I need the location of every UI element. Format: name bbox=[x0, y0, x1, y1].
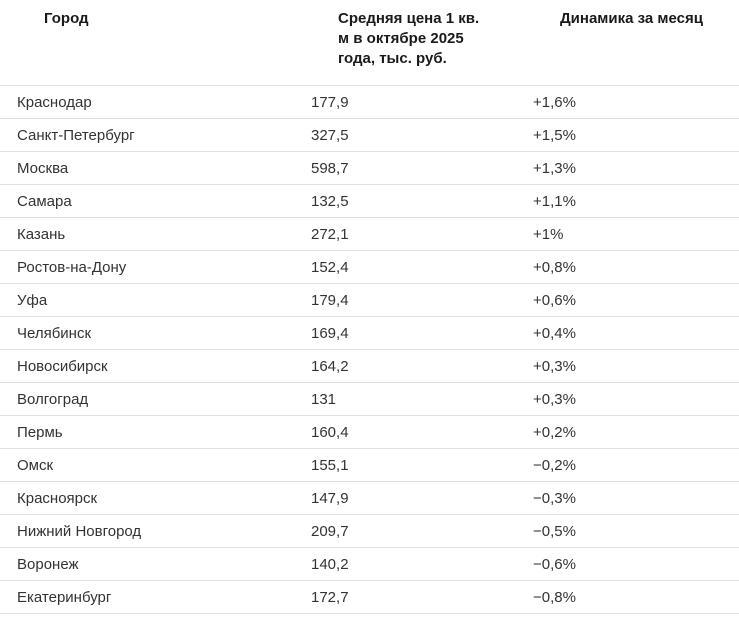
city-cell: Санкт-Петербург bbox=[17, 126, 135, 144]
change-cell: +1,6% bbox=[533, 93, 576, 111]
city-cell: Екатеринбург bbox=[17, 588, 112, 606]
table-row: Ростов-на-Дону 152,4 +0,8% bbox=[0, 251, 739, 284]
change-cell: −0,3% bbox=[533, 489, 576, 507]
price-cell: 169,4 bbox=[311, 324, 349, 342]
city-cell: Воронеж bbox=[17, 555, 79, 573]
price-cell: 209,7 bbox=[311, 522, 349, 540]
table-row: Екатеринбург 172,7 −0,8% bbox=[0, 581, 739, 614]
column-header-change: Динамика за месяц bbox=[560, 10, 703, 27]
table-row: Омск 155,1 −0,2% bbox=[0, 449, 739, 482]
table-row: Волгоград 131 +0,3% bbox=[0, 383, 739, 416]
city-cell: Краснодар bbox=[17, 93, 92, 111]
change-cell: +0,6% bbox=[533, 291, 576, 309]
change-cell: +1,1% bbox=[533, 192, 576, 210]
table-row: Москва 598,7 +1,3% bbox=[0, 152, 739, 185]
city-cell: Пермь bbox=[17, 423, 63, 441]
city-cell: Ростов-на-Дону bbox=[17, 258, 127, 276]
table-header-row: Город Средняя цена 1 кв. м в октябре 202… bbox=[0, 0, 739, 86]
price-cell: 160,4 bbox=[311, 423, 349, 441]
price-cell: 272,1 bbox=[311, 225, 349, 243]
price-cell: 131 bbox=[311, 390, 337, 408]
price-cell: 177,9 bbox=[311, 93, 349, 111]
price-cell: 164,2 bbox=[311, 357, 349, 375]
price-cell: 172,7 bbox=[311, 588, 349, 606]
table-row: Самара 132,5 +1,1% bbox=[0, 185, 739, 218]
change-cell: −0,6% bbox=[533, 555, 576, 573]
table-row: Красноярск 147,9 −0,3% bbox=[0, 482, 739, 515]
city-cell: Москва bbox=[17, 159, 69, 177]
column-header-city: Город bbox=[44, 10, 89, 27]
city-cell: Челябинск bbox=[17, 324, 92, 342]
change-cell: +0,3% bbox=[533, 357, 576, 375]
city-cell: Омск bbox=[17, 456, 54, 474]
price-cell: 140,2 bbox=[311, 555, 349, 573]
city-cell: Самара bbox=[17, 192, 72, 210]
change-cell: −0,5% bbox=[533, 522, 576, 540]
price-cell: 147,9 bbox=[311, 489, 349, 507]
table-row: Краснодар 177,9 +1,6% bbox=[0, 86, 739, 119]
city-cell: Новосибирск bbox=[17, 357, 108, 375]
table-body: Краснодар 177,9 +1,6% Санкт-Петербург 32… bbox=[0, 86, 739, 614]
change-cell: +1,3% bbox=[533, 159, 576, 177]
table-row: Санкт-Петербург 327,5 +1,5% bbox=[0, 119, 739, 152]
column-header-price: Средняя цена 1 кв. м в октябре 2025 года… bbox=[338, 10, 480, 67]
table-row: Челябинск 169,4 +0,4% bbox=[0, 317, 739, 350]
change-cell: +0,4% bbox=[533, 324, 576, 342]
change-cell: +0,2% bbox=[533, 423, 576, 441]
change-cell: +1% bbox=[533, 225, 564, 243]
table-row: Пермь 160,4 +0,2% bbox=[0, 416, 739, 449]
price-cell: 155,1 bbox=[311, 456, 349, 474]
price-cell: 598,7 bbox=[311, 159, 349, 177]
city-cell: Казань bbox=[17, 225, 66, 243]
city-cell: Уфа bbox=[17, 291, 48, 309]
price-cell: 327,5 bbox=[311, 126, 349, 144]
city-cell: Нижний Новгород bbox=[17, 522, 142, 540]
change-cell: +1,5% bbox=[533, 126, 576, 144]
price-cell: 152,4 bbox=[311, 258, 349, 276]
table-row: Воронеж 140,2 −0,6% bbox=[0, 548, 739, 581]
table-row: Уфа 179,4 +0,6% bbox=[0, 284, 739, 317]
change-cell: +0,8% bbox=[533, 258, 576, 276]
table-row: Нижний Новгород 209,7 −0,5% bbox=[0, 515, 739, 548]
city-cell: Красноярск bbox=[17, 489, 98, 507]
change-cell: −0,2% bbox=[533, 456, 576, 474]
change-cell: +0,3% bbox=[533, 390, 576, 408]
city-cell: Волгоград bbox=[17, 390, 89, 408]
table-row: Казань 272,1 +1% bbox=[0, 218, 739, 251]
price-cell: 132,5 bbox=[311, 192, 349, 210]
table-row: Новосибирск 164,2 +0,3% bbox=[0, 350, 739, 383]
change-cell: −0,8% bbox=[533, 588, 576, 606]
price-cell: 179,4 bbox=[311, 291, 349, 309]
